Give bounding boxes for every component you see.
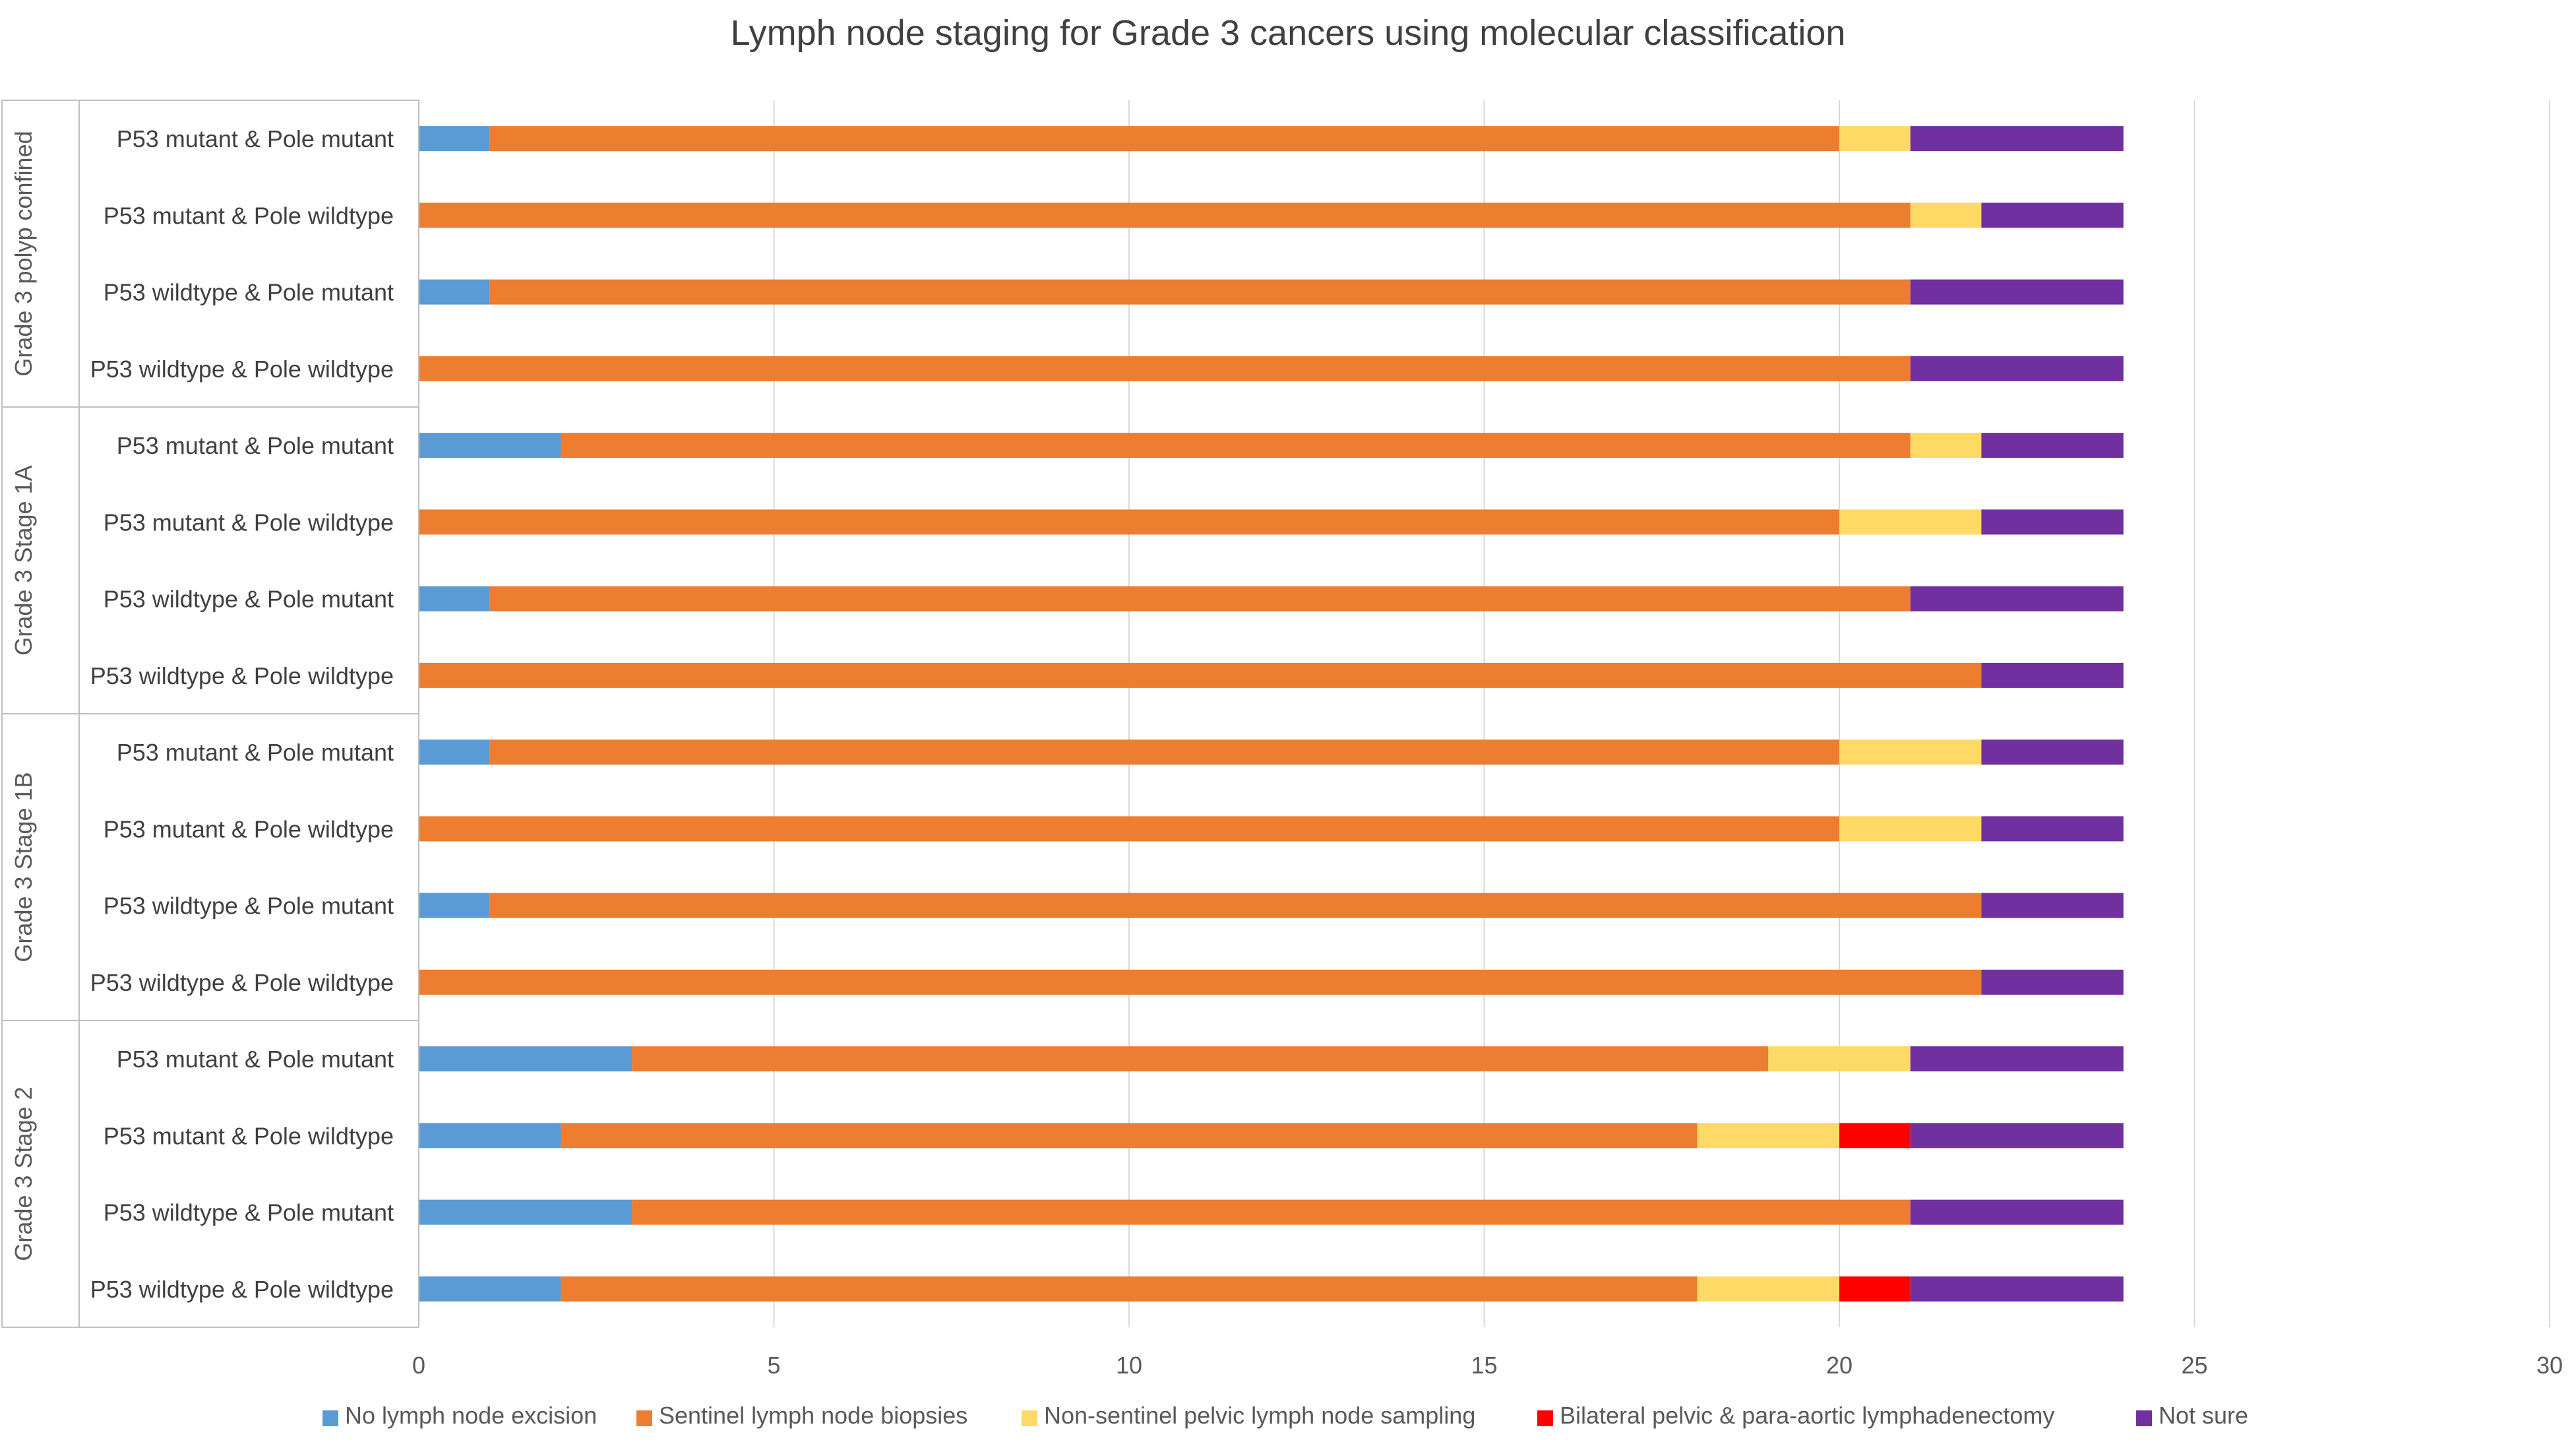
bar-segment xyxy=(419,969,1982,995)
bar-segment xyxy=(419,740,490,765)
bar-segment xyxy=(1839,740,1982,765)
bar-segment xyxy=(1839,126,1911,152)
group-label: Grade 3 Stage 1B xyxy=(10,772,37,962)
chart-title: Lymph node staging for Grade 3 cancers u… xyxy=(731,13,1846,53)
bar-segment xyxy=(1981,509,2124,535)
bar-segment xyxy=(1910,586,2124,612)
bar-segment xyxy=(1981,740,2124,765)
bar-segment xyxy=(561,1276,1698,1302)
axes: 0 5 10 15 20 25 30 Grade 3 polyp confined Grade … xyxy=(1,100,2563,1379)
category-label: P53 wildtype & Pole mutant xyxy=(104,893,394,920)
category-label: P53 mutant & Pole mutant xyxy=(117,1046,394,1073)
category-label: P53 mutant & Pole wildtype xyxy=(104,815,394,842)
legend-swatch xyxy=(636,1410,652,1426)
group-label: Grade 3 polyp confined xyxy=(10,131,37,376)
x-tick-label: 0 xyxy=(412,1352,425,1379)
grid-lines xyxy=(773,100,2550,1327)
bar-segment xyxy=(561,433,1911,458)
legend-swatch xyxy=(1537,1410,1553,1426)
legend-label: Not sure xyxy=(2159,1402,2248,1429)
legend-label: No lymph node excision xyxy=(345,1402,597,1429)
bar-segment xyxy=(1981,203,2124,228)
bar-segment xyxy=(419,1123,561,1149)
bar-segment xyxy=(1697,1276,1839,1302)
bar-segment xyxy=(419,356,1911,381)
legend-swatch xyxy=(1022,1410,1037,1426)
group-label: Grade 3 Stage 1A xyxy=(10,465,37,655)
bar-segment xyxy=(1981,816,2124,842)
bar-segment xyxy=(1910,433,1982,458)
category-label: P53 wildtype & Pole mutant xyxy=(104,279,394,306)
x-tick-label: 25 xyxy=(2181,1352,2207,1379)
category-label: P53 wildtype & Pole wildtype xyxy=(90,969,394,996)
bar-segment xyxy=(419,1276,561,1302)
category-label: P53 mutant & Pole mutant xyxy=(117,739,394,766)
x-tick-label: 15 xyxy=(1471,1352,1497,1379)
category-label: P53 wildtype & Pole wildtype xyxy=(90,356,394,383)
bar-segment xyxy=(1981,662,2124,688)
bar-segment xyxy=(1910,1123,2124,1149)
bar-segment xyxy=(1839,509,1982,535)
legend: No lymph node excision Sentinel lymph nod… xyxy=(322,1402,2248,1429)
x-tick-label: 10 xyxy=(1116,1352,1142,1379)
bar-segment xyxy=(1839,1123,1911,1149)
bar-segment xyxy=(1910,1199,2124,1225)
category-label: P53 wildtype & Pole wildtype xyxy=(90,1276,394,1303)
bar-segment xyxy=(419,816,1839,842)
bar-segment xyxy=(632,1199,1911,1225)
bar-segment xyxy=(1910,356,2124,381)
x-tick-label: 30 xyxy=(2536,1352,2563,1379)
bar-segment xyxy=(489,279,1911,305)
bar-segment xyxy=(1910,203,1982,228)
bar-segment xyxy=(632,1046,1769,1072)
bar-segment xyxy=(561,1123,1698,1149)
bar-segment xyxy=(1910,1046,2124,1072)
legend-swatch xyxy=(322,1410,338,1426)
bar-segment xyxy=(419,433,561,458)
bar-segment xyxy=(1839,1276,1911,1302)
category-label: P53 mutant & Pole wildtype xyxy=(104,509,394,536)
category-label: P53 wildtype & Pole wildtype xyxy=(90,662,394,689)
category-label: P53 mutant & Pole wildtype xyxy=(104,202,394,229)
bar-segment xyxy=(1981,893,2124,918)
bar-segment xyxy=(1910,126,2124,152)
legend-label: Sentinel lymph node biopsies xyxy=(659,1402,967,1429)
bar-segment xyxy=(1910,1276,2124,1302)
bars xyxy=(419,126,2124,1302)
category-label: P53 mutant & Pole mutant xyxy=(117,432,394,459)
bar-segment xyxy=(419,1046,632,1072)
bar-segment xyxy=(419,1199,632,1225)
bar-segment xyxy=(1981,433,2124,458)
bar-segment xyxy=(419,509,1839,535)
bar-segment xyxy=(1981,969,2124,995)
bar-segment xyxy=(489,740,1840,765)
bar-segment xyxy=(419,279,490,305)
x-tick-label: 5 xyxy=(767,1352,780,1379)
bar-segment xyxy=(489,586,1911,612)
bar-segment xyxy=(419,203,1911,228)
bar-segment xyxy=(1839,816,1982,842)
bar-segment xyxy=(1910,279,2124,305)
category-label: P53 wildtype & Pole mutant xyxy=(104,1199,394,1226)
bar-segment xyxy=(489,893,1982,918)
bar-segment xyxy=(419,126,490,152)
category-label: P53 wildtype & Pole mutant xyxy=(104,586,394,613)
legend-label: Non-sentinel pelvic lymph node sampling xyxy=(1044,1402,1475,1429)
group-label: Grade 3 Stage 2 xyxy=(10,1086,37,1261)
bar-segment xyxy=(489,126,1840,152)
bar-segment xyxy=(1768,1046,1911,1072)
x-tick-label: 20 xyxy=(1826,1352,1853,1379)
bar-segment xyxy=(419,893,490,918)
category-label: P53 mutant & Pole mutant xyxy=(117,125,394,152)
legend-label: Bilateral pelvic & para-aortic lymphaden… xyxy=(1560,1402,2054,1429)
category-label: P53 mutant & Pole wildtype xyxy=(104,1122,394,1149)
bar-segment xyxy=(1697,1123,1839,1149)
bar-segment xyxy=(419,586,490,612)
legend-swatch xyxy=(2136,1410,2152,1426)
bar-segment xyxy=(419,662,1982,688)
